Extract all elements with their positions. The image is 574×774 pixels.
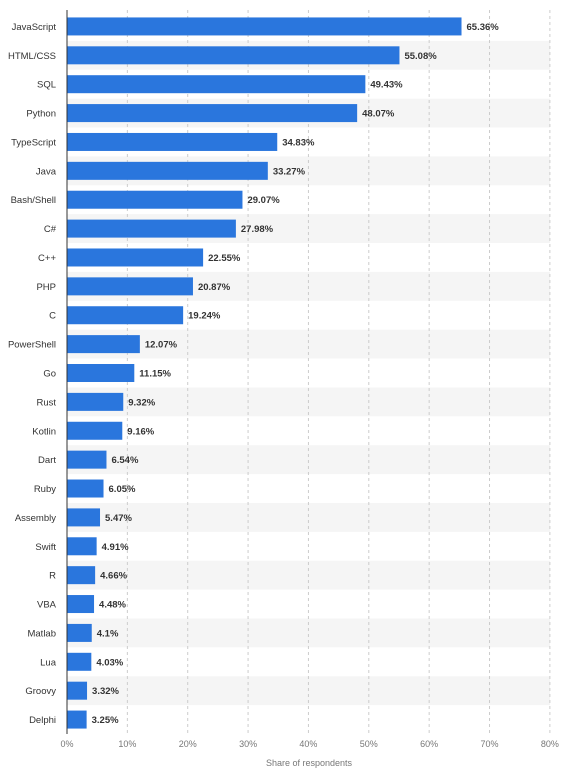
- x-tick-label: 10%: [118, 739, 136, 749]
- value-label: 9.32%: [128, 397, 155, 408]
- x-tick-label: 20%: [179, 739, 197, 749]
- category-label: PHP: [36, 282, 56, 293]
- x-tick-label: 50%: [360, 739, 378, 749]
- category-label: C: [49, 311, 56, 322]
- value-label: 27.98%: [241, 224, 274, 235]
- bar: [67, 17, 462, 36]
- x-tick-labels: 0% 10% 20% 30% 40% 50% 60% 70% 80%: [60, 739, 558, 749]
- category-label: HTML/CSS: [8, 51, 56, 62]
- category-label: PowerShell: [8, 340, 56, 351]
- value-label: 4.1%: [97, 628, 119, 639]
- value-label: 19.24%: [188, 311, 221, 322]
- category-label: Rust: [36, 397, 56, 408]
- value-label: 49.43%: [370, 80, 403, 91]
- x-tick-label: 0%: [60, 739, 73, 749]
- category-label: Groovy: [25, 686, 56, 697]
- bar: [67, 537, 97, 556]
- value-label: 4.03%: [96, 657, 123, 668]
- value-label: 55.08%: [404, 51, 437, 62]
- category-label: Go: [43, 369, 56, 380]
- category-label: Assembly: [15, 513, 56, 524]
- value-label: 4.48%: [99, 600, 126, 611]
- category-label: Bash/Shell: [11, 195, 56, 206]
- bar: [67, 219, 236, 238]
- bar: [67, 277, 193, 296]
- bar: [67, 306, 184, 325]
- bars: [67, 17, 462, 729]
- bar: [67, 248, 204, 267]
- value-label: 29.07%: [247, 195, 280, 206]
- category-label: Swift: [35, 542, 56, 553]
- bar: [67, 75, 366, 94]
- bar: [67, 566, 96, 585]
- bar: [67, 392, 124, 411]
- value-label: 48.07%: [362, 109, 395, 120]
- category-label: Kotlin: [32, 426, 56, 437]
- value-label: 3.25%: [92, 715, 119, 726]
- bar: [67, 335, 140, 354]
- x-tick-label: 30%: [239, 739, 257, 749]
- category-label: SQL: [37, 80, 56, 91]
- value-label: 11.15%: [139, 369, 171, 380]
- category-label: TypeScript: [11, 137, 56, 148]
- x-tick-label: 80%: [541, 739, 559, 749]
- x-tick-label: 40%: [299, 739, 317, 749]
- bar: [67, 479, 104, 498]
- category-label: Lua: [40, 657, 57, 668]
- category-label: C++: [38, 253, 56, 264]
- bar: [67, 190, 243, 209]
- category-label: VBA: [37, 600, 57, 611]
- x-tick-label: 60%: [420, 739, 438, 749]
- category-label: Python: [26, 109, 56, 120]
- category-label: R: [49, 571, 56, 582]
- category-label: Matlab: [27, 628, 56, 639]
- category-label: Delphi: [29, 715, 56, 726]
- value-label: 3.32%: [92, 686, 119, 697]
- category-label: Ruby: [34, 484, 56, 495]
- bar: [67, 46, 400, 65]
- bar: [67, 710, 87, 729]
- bar: [67, 161, 268, 180]
- value-label: 6.54%: [111, 455, 138, 466]
- bar: [67, 450, 107, 469]
- value-label: 4.66%: [100, 571, 127, 582]
- value-label: 12.07%: [145, 340, 178, 351]
- bar: [67, 623, 92, 642]
- category-label: C#: [44, 224, 57, 235]
- category-labels: JavaScript HTML/CSS SQL Python TypeScript Jav…: [8, 22, 57, 726]
- bar: [67, 681, 88, 700]
- value-label: 20.87%: [198, 282, 231, 293]
- value-label: 5.47%: [105, 513, 132, 524]
- bar: [67, 364, 135, 382]
- bar: [67, 595, 95, 614]
- value-label: 4.91%: [102, 542, 129, 553]
- value-labels: 65.36% 55.08% 49.43% 48.07% 34.83% 33.27% 29.0…: [92, 22, 500, 726]
- category-label: Java: [36, 166, 57, 177]
- bar: [67, 421, 123, 440]
- bar: [67, 652, 92, 671]
- x-axis-title: Share of respondents: [266, 758, 353, 768]
- category-label: Dart: [38, 455, 56, 466]
- category-label: JavaScript: [12, 22, 57, 33]
- value-label: 9.16%: [127, 426, 154, 437]
- value-label: 33.27%: [273, 166, 306, 177]
- value-label: 6.05%: [109, 484, 136, 495]
- value-label: 34.83%: [282, 137, 315, 148]
- x-tick-label: 70%: [481, 739, 499, 749]
- bar: [67, 104, 358, 123]
- value-label: 65.36%: [467, 22, 500, 33]
- bar: [67, 132, 278, 151]
- bar: [67, 508, 101, 527]
- value-label: 22.55%: [208, 253, 241, 264]
